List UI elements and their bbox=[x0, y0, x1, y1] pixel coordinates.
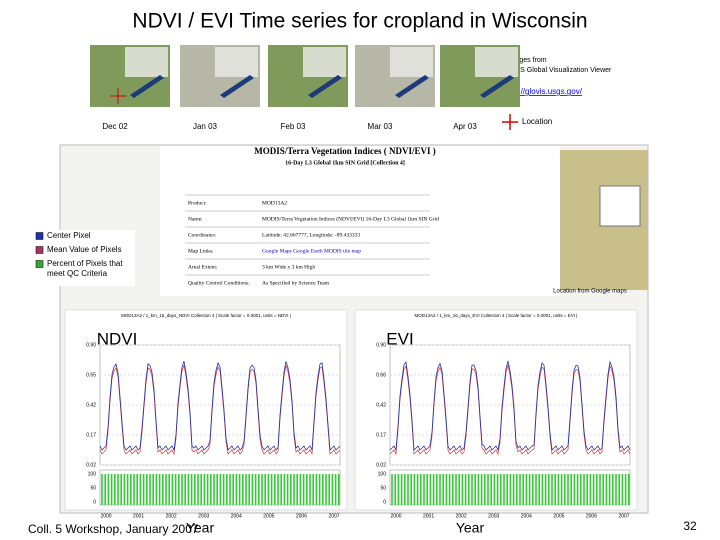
legend-label: Mean Value of Pixels bbox=[47, 245, 122, 254]
legend-line: Percent of Pixels that bbox=[47, 259, 123, 268]
y-tick-label: 0.17 bbox=[376, 432, 386, 438]
web-subheading: 16-Day L3 Global 1km SIN Grid [Collectio… bbox=[285, 160, 405, 166]
row-value: As Specified by Science Team bbox=[262, 279, 330, 286]
x-tick-label: 2002 bbox=[456, 513, 467, 519]
qc-tick-label: 100 bbox=[88, 471, 97, 477]
x-tick-label: 2004 bbox=[231, 513, 242, 519]
slide-title: NDVI / EVI Time series for cropland in W… bbox=[132, 10, 587, 33]
cloud-cover bbox=[125, 47, 168, 77]
cloud-cover bbox=[475, 47, 518, 77]
row-value: MOD13A2 bbox=[262, 200, 287, 206]
footer: Coll. 5 Workshop, January 2007 bbox=[28, 522, 199, 536]
y-tick-label: 0.90 bbox=[376, 342, 386, 348]
image-label: Dec 02 bbox=[102, 122, 128, 131]
x-tick-label: 2001 bbox=[423, 513, 434, 519]
x-tick-label: 2007 bbox=[328, 513, 339, 519]
image-label: Mar 03 bbox=[368, 122, 393, 131]
legend: Center Pixel Mean Value of Pixels Percent … bbox=[33, 230, 135, 286]
y-tick-label: 0.65 bbox=[86, 372, 96, 378]
row-key: Map Links: bbox=[188, 248, 214, 254]
lake bbox=[220, 75, 254, 98]
legend-label: Percent of Pixels that meet QC Criteria bbox=[47, 259, 123, 278]
row-value: MODIS/Terra Vegetation Indices (NDVI/EVI… bbox=[262, 215, 439, 222]
series-line bbox=[389, 360, 631, 452]
image-label: Feb 03 bbox=[281, 122, 306, 131]
source-note: USGS Global Visualization Viewer bbox=[505, 67, 612, 74]
cloud-cover bbox=[390, 47, 433, 77]
x-tick-label: 2004 bbox=[521, 513, 532, 519]
x-tick-label: 2001 bbox=[133, 513, 144, 519]
chart-label: EVI bbox=[386, 329, 413, 348]
x-tick-label: 2007 bbox=[618, 513, 629, 519]
legend-swatch bbox=[35, 232, 44, 240]
lake bbox=[480, 75, 514, 98]
y-tick-label: 0.66 bbox=[376, 372, 386, 378]
web-heading: MODIS/Terra Vegetation Indices ( NDVI/EV… bbox=[254, 146, 435, 156]
qc-tick-label: 50 bbox=[380, 485, 386, 491]
source-note: *Images from bbox=[505, 57, 547, 64]
x-axis-label: Year bbox=[456, 520, 485, 536]
map-popup bbox=[599, 185, 641, 227]
row-key: Areal Extent: bbox=[188, 264, 218, 270]
y-tick-label: 0.02 bbox=[86, 462, 96, 468]
location-marker bbox=[502, 114, 518, 130]
lake bbox=[308, 75, 342, 98]
web-page bbox=[160, 146, 560, 296]
y-tick-label: 0.02 bbox=[376, 462, 386, 468]
series-line bbox=[99, 361, 341, 452]
chart-header: MOD13A2 / 1_km_16_days_NDVI Collection 4… bbox=[121, 313, 291, 318]
row-key: Coordinates: bbox=[188, 232, 217, 238]
chart-label: NDVI bbox=[97, 329, 138, 348]
location-label: Location bbox=[522, 117, 552, 126]
lake bbox=[130, 75, 164, 98]
qc-tick-label: 100 bbox=[378, 471, 387, 477]
cloud-cover bbox=[215, 47, 258, 77]
y-tick-label: 0.42 bbox=[86, 402, 96, 408]
row-value: Google Maps Google Earth MODIS tile map bbox=[262, 248, 361, 254]
legend-swatch bbox=[35, 260, 44, 268]
series-line bbox=[389, 364, 631, 456]
row-key: Quality Control Conditions: bbox=[188, 280, 250, 286]
qc-tick-label: 0 bbox=[93, 499, 96, 505]
y-tick-label: 0.42 bbox=[376, 402, 386, 408]
qc-tick-label: 50 bbox=[90, 485, 96, 491]
legend-swatch bbox=[35, 246, 44, 254]
x-tick-label: 2006 bbox=[296, 513, 307, 519]
qc-tick-label: 0 bbox=[383, 499, 386, 505]
chart-header: MOD13A2 / 1_km_16_days_EVI Collection 4 … bbox=[415, 313, 578, 318]
legend-line: meet QC Criteria bbox=[47, 269, 108, 278]
x-tick-label: 2003 bbox=[488, 513, 499, 519]
x-tick-label: 2000 bbox=[100, 513, 111, 519]
image-label: Apr 03 bbox=[453, 122, 477, 131]
row-key: Name: bbox=[188, 216, 203, 222]
x-tick-label: 2005 bbox=[553, 513, 564, 519]
x-tick-label: 2002 bbox=[166, 513, 177, 519]
x-tick-label: 2006 bbox=[586, 513, 597, 519]
link[interactable]: http://glovis.usgs.gov/ bbox=[505, 87, 583, 96]
y-tick-label: 0.17 bbox=[86, 432, 96, 438]
lake bbox=[395, 75, 429, 98]
image-label: Jan 03 bbox=[193, 122, 218, 131]
x-tick-label: 2000 bbox=[390, 513, 401, 519]
legend-label: Center Pixel bbox=[47, 231, 91, 240]
map-caption: Location from Google maps bbox=[553, 289, 627, 295]
x-tick-label: 2005 bbox=[263, 513, 274, 519]
page-number: 32 bbox=[683, 519, 697, 533]
cloud-cover bbox=[303, 47, 346, 77]
x-tick-label: 2003 bbox=[198, 513, 209, 519]
row-key: Product: bbox=[188, 200, 207, 206]
row-value: 3 km Wide x 3 km High bbox=[262, 264, 315, 270]
x-axis-label: Year bbox=[186, 520, 215, 536]
legend-box bbox=[33, 230, 135, 286]
row-value: Latitude: 42.667777, Longitude: -89.4333… bbox=[262, 232, 360, 238]
y-tick-label: 0.90 bbox=[86, 342, 96, 348]
